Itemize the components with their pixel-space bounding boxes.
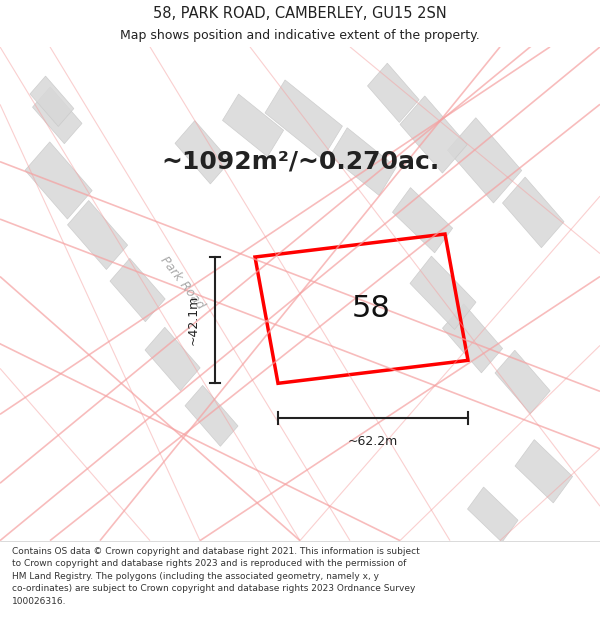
Text: 58: 58: [352, 294, 391, 323]
Bar: [175, 121, 230, 184]
Bar: [443, 304, 503, 373]
Bar: [410, 256, 476, 329]
Bar: [467, 487, 518, 542]
Bar: [30, 76, 74, 126]
Text: ~62.2m: ~62.2m: [348, 435, 398, 448]
Bar: [265, 80, 343, 159]
Bar: [110, 258, 165, 322]
Text: Park Road: Park Road: [157, 253, 206, 311]
Bar: [400, 96, 467, 173]
Bar: [32, 87, 82, 144]
Bar: [392, 188, 452, 253]
Text: Contains OS data © Crown copyright and database right 2021. This information is : Contains OS data © Crown copyright and d…: [12, 546, 420, 606]
Text: ~42.1m: ~42.1m: [187, 295, 200, 345]
Bar: [448, 118, 522, 203]
Text: 58, PARK ROAD, CAMBERLEY, GU15 2SN: 58, PARK ROAD, CAMBERLEY, GU15 2SN: [153, 6, 447, 21]
Bar: [145, 328, 200, 391]
Bar: [495, 350, 550, 414]
Bar: [25, 142, 92, 219]
Text: Map shows position and indicative extent of the property.: Map shows position and indicative extent…: [120, 29, 480, 42]
Bar: [367, 63, 419, 122]
Bar: [503, 177, 564, 248]
Bar: [330, 127, 397, 196]
Bar: [68, 201, 128, 269]
Bar: [185, 386, 238, 446]
Bar: [515, 439, 572, 503]
Text: ~1092m²/~0.270ac.: ~1092m²/~0.270ac.: [161, 150, 439, 174]
Bar: [223, 94, 284, 157]
